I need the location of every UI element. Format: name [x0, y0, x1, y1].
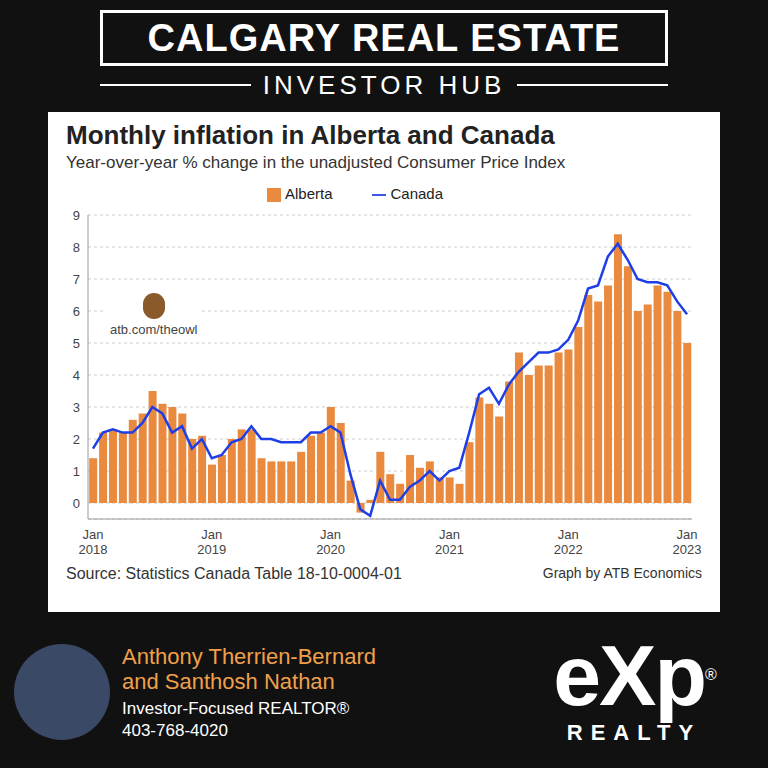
html-text:Year-over-year % change in the: Year-over-year % change in the unadjuste…: [66, 153, 566, 172]
svg-text:8: 8: [73, 240, 80, 255]
svg-text:Jan2020: Jan2020: [316, 527, 345, 557]
html-text:403-768-4020: 403-768-4020: [122, 721, 228, 740]
svg-text:2: 2: [73, 432, 80, 447]
svg-text:Jan2018: Jan2018: [78, 527, 107, 557]
html-text:CALGARY REAL ESTATE: CALGARY REAL ESTATE: [147, 16, 621, 59]
svg-text:0: 0: [73, 496, 80, 511]
html-text:Monthly inflation in Alberta a: Monthly inflation in Alberta and Canada: [66, 120, 555, 150]
html-text:REALTY: REALTY: [566, 720, 702, 745]
svg-text:Jan2019: Jan2019: [197, 527, 226, 557]
svg-text:7: 7: [73, 272, 80, 287]
html-text:eXp: eXp: [553, 627, 705, 723]
html-text:Canada: Canada: [390, 185, 443, 202]
html-text:Source: Statistics Canada Tabl: Source: Statistics Canada Table 18-10-00…: [66, 565, 402, 582]
html-text:Anthony Therrien-Bernard: Anthony Therrien-Bernard: [122, 644, 376, 669]
html-text:and Santhosh Nathan: and Santhosh Nathan: [122, 669, 335, 694]
svg-text:3: 3: [73, 400, 80, 415]
svg-text:Jan2023: Jan2023: [673, 527, 702, 557]
svg-text:4: 4: [73, 368, 80, 383]
html-text:Investor-Focused REALTOR®: Investor-Focused REALTOR®: [122, 699, 350, 718]
html-text:Alberta: Alberta: [285, 185, 333, 202]
svg-text:5: 5: [73, 336, 80, 351]
svg-text:9: 9: [73, 208, 80, 223]
html-text:atb.com/theowl: atb.com/theowl: [110, 322, 198, 337]
svg-text:Jan2021: Jan2021: [435, 527, 464, 557]
svg-text:1: 1: [73, 464, 80, 479]
svg-text:6: 6: [73, 304, 80, 319]
svg-text:Jan2022: Jan2022: [554, 527, 583, 557]
html-text:Graph by ATB Economics: Graph by ATB Economics: [542, 565, 702, 581]
html-text:INVESTOR HUB: INVESTOR HUB: [262, 69, 506, 100]
